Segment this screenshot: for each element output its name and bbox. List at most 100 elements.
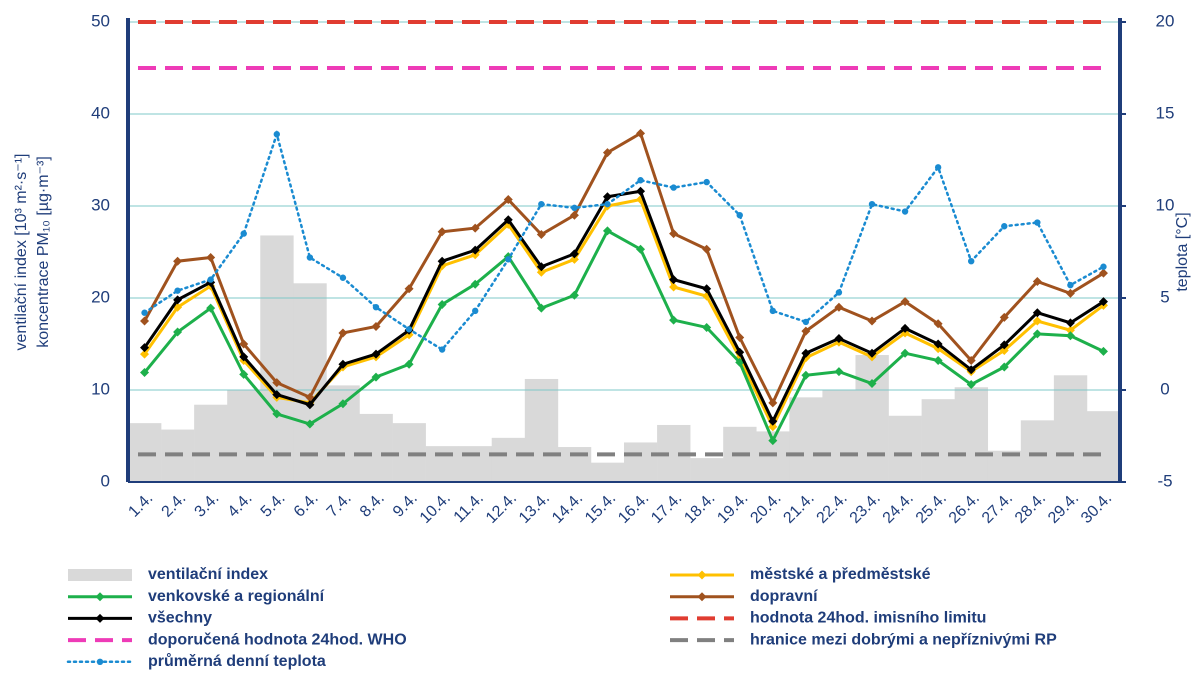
- marker: [371, 372, 381, 382]
- marker: [1098, 268, 1108, 278]
- x-tick-label: 24.4.: [880, 490, 917, 527]
- legend-swatch: [68, 569, 132, 581]
- bar: [524, 378, 559, 482]
- marker: [834, 333, 844, 343]
- marker: [1032, 276, 1042, 286]
- marker: [968, 258, 975, 265]
- bar: [855, 355, 889, 482]
- y-tick-label: 0: [101, 471, 110, 490]
- marker: [206, 303, 216, 313]
- marker: [569, 290, 579, 300]
- x-tick-label: 3.4.: [192, 490, 223, 521]
- y2-tick-label: 0: [1160, 379, 1169, 398]
- marker: [239, 352, 249, 362]
- bar: [491, 437, 526, 482]
- legend-label: průměrná denní teplota: [148, 653, 326, 670]
- bar: [557, 447, 592, 482]
- marker: [174, 287, 181, 294]
- y2-tick-label: 20: [1156, 11, 1175, 30]
- marker: [933, 339, 943, 349]
- marker: [769, 307, 776, 315]
- marker: [670, 184, 677, 191]
- bar: [888, 415, 922, 482]
- marker: [272, 390, 282, 400]
- marker: [569, 254, 579, 264]
- marker: [999, 362, 1009, 372]
- marker: [1065, 331, 1075, 341]
- marker: [736, 212, 743, 219]
- bar: [954, 387, 989, 482]
- bar: [227, 390, 261, 482]
- marker: [834, 367, 844, 377]
- marker: [536, 303, 546, 313]
- marker: [536, 267, 546, 277]
- marker: [702, 244, 712, 254]
- x-tick-label: 23.4.: [847, 490, 884, 527]
- x-tick-label: 28.4.: [1012, 490, 1049, 527]
- marker: [966, 379, 976, 389]
- marker: [933, 356, 943, 366]
- marker: [371, 322, 381, 332]
- series-line: [143, 189, 1105, 425]
- marker: [1098, 297, 1108, 307]
- marker: [503, 195, 513, 205]
- marker: [900, 348, 910, 358]
- marker: [1100, 263, 1107, 270]
- marker: [571, 204, 578, 212]
- marker: [901, 208, 909, 215]
- bar: [789, 397, 823, 482]
- marker: [801, 326, 811, 336]
- marker: [371, 349, 381, 359]
- x-tick-label: 26.4.: [946, 490, 983, 527]
- x-tick-label: 8.4.: [357, 490, 388, 521]
- marker: [768, 416, 778, 426]
- marker: [1032, 308, 1042, 318]
- marker: [1065, 318, 1075, 328]
- marker: [703, 178, 710, 186]
- marker: [272, 378, 282, 388]
- marker: [207, 276, 214, 283]
- y-axis-label: ventilační index [10³ m²·s⁻¹]: [13, 154, 30, 351]
- marker: [404, 359, 414, 369]
- bar: [458, 446, 493, 482]
- bar: [1053, 375, 1088, 482]
- x-tick-label: 20.4.: [747, 490, 784, 527]
- marker: [404, 284, 414, 294]
- marker: [802, 318, 810, 326]
- marker: [768, 422, 778, 432]
- marker: [966, 356, 976, 366]
- y-tick-label: 40: [91, 103, 110, 122]
- marker: [173, 327, 183, 337]
- marker: [933, 319, 943, 329]
- bar: [921, 399, 955, 482]
- marker: [470, 223, 480, 233]
- y-axis-label: koncentrace PM₁₀ [µg·m⁻³]: [35, 156, 52, 348]
- y2-axis-label: teplota [°C]: [1174, 212, 1191, 291]
- x-tick-label: 27.4.: [979, 490, 1016, 527]
- legend-label: všechny: [148, 610, 212, 627]
- marker: [140, 343, 150, 353]
- marker: [1065, 288, 1075, 298]
- marker: [305, 400, 315, 410]
- x-tick-label: 10.4.: [417, 490, 454, 527]
- marker: [1032, 329, 1042, 339]
- y2-tick-label: 10: [1156, 195, 1175, 214]
- marker: [437, 256, 447, 266]
- bar: [1020, 420, 1055, 482]
- marker: [239, 369, 249, 379]
- marker: [636, 186, 646, 196]
- marker: [636, 244, 646, 254]
- x-tick-label: 14.4.: [549, 490, 586, 527]
- x-tick-label: 15.4.: [582, 490, 619, 527]
- marker: [834, 302, 844, 312]
- marker: [470, 279, 480, 289]
- marker: [602, 226, 612, 236]
- marker: [206, 253, 216, 263]
- x-tick-label: 12.4.: [483, 490, 520, 527]
- x-tick-label: 22.4.: [814, 490, 851, 527]
- marker: [867, 379, 877, 389]
- x-tick-label: 30.4.: [1078, 490, 1115, 527]
- marker: [999, 312, 1009, 322]
- marker: [801, 348, 811, 358]
- marker: [240, 230, 247, 237]
